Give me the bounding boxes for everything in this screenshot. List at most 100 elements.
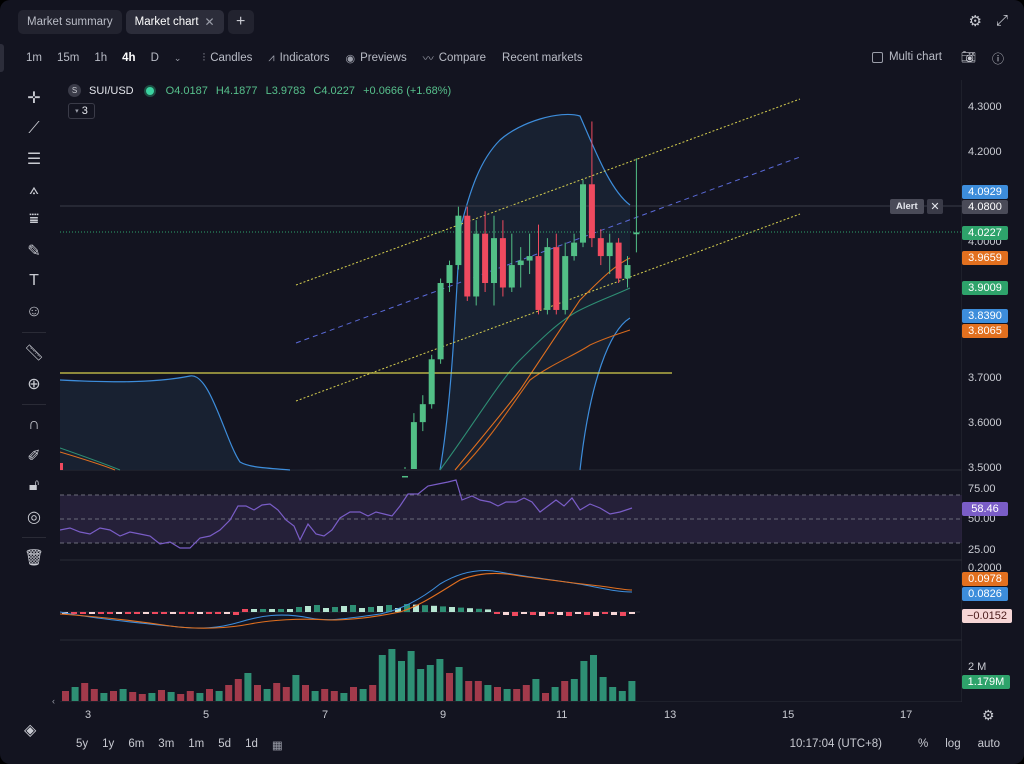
tab-market-chart[interactable]: Market chart ✕ [125, 10, 224, 34]
macd-histogram-bar [215, 612, 221, 614]
drawing-tools: ✛ ⟋ ☰ ⟑ ⩸ ✎ T ☺ 📏︎ ⊕ ∩ ✐ 🔓︎ ◎ 🗑︎ [18, 84, 50, 575]
trash-icon[interactable]: 🗑︎ [23, 550, 45, 567]
price-chart[interactable] [60, 80, 962, 702]
macd-histogram-bar [116, 612, 122, 614]
macd-signal-line [60, 572, 633, 629]
macd-histogram-bar [80, 612, 86, 614]
close-icon[interactable]: ✕ [204, 15, 215, 29]
indicators-button[interactable]: ⩘ Indicators [268, 52, 329, 65]
calendar-icon[interactable]: ▦ [271, 740, 283, 752]
volume-bar [311, 691, 319, 701]
macd-histogram-bar [485, 609, 491, 612]
compare-button[interactable]: 〰 Compare [423, 50, 486, 66]
range-3m[interactable]: 3m [158, 738, 175, 750]
expand-icon[interactable]: ⤢ [995, 12, 1008, 29]
tool-divider [22, 537, 46, 538]
volume-bar [177, 694, 185, 701]
previews-button[interactable]: ◉ Previews [345, 52, 406, 65]
macd-value-tag: 0.0826 [962, 587, 1008, 601]
horizontal-lines-icon[interactable]: ☰ [26, 151, 42, 168]
range-1m[interactable]: 1m [188, 738, 205, 750]
timeframe-1h[interactable]: 1h [94, 52, 108, 64]
candles-button[interactable]: ⫶ Candles [202, 52, 252, 65]
volume-bar [407, 651, 415, 701]
candle-body [597, 238, 604, 257]
pencil-lock-icon[interactable]: ✐ [27, 447, 41, 465]
timeframe-dropdown[interactable]: ⌄ [174, 52, 182, 64]
camera-icon[interactable]: 📷︎ [960, 50, 976, 64]
volume-bar [426, 665, 434, 701]
ruler-icon[interactable]: 📏︎ [23, 345, 45, 362]
volume-bar [234, 679, 242, 701]
volume-bar [282, 687, 290, 701]
percent-scale-toggle[interactable]: % [918, 738, 929, 750]
visibility-icon[interactable]: ◎ [27, 508, 41, 526]
range-selector: 5y 1y 6m 3m 1m 5d 1d ▦ [76, 738, 283, 752]
pattern-icon[interactable]: ⟑ [29, 180, 39, 198]
help-icon[interactable]: ⓘ [991, 52, 1004, 66]
tab-market-summary[interactable]: Market summary [18, 10, 122, 34]
text-icon[interactable]: T [29, 272, 39, 289]
left-accent [0, 44, 4, 72]
macd-histogram-bar [260, 609, 266, 612]
crosshair-icon[interactable]: ✛ [27, 90, 41, 107]
timeframe-15m[interactable]: 15m [56, 52, 80, 64]
lock-icon[interactable]: 🔓︎ [28, 477, 40, 494]
log-scale-toggle[interactable]: log [945, 738, 961, 750]
volume-bar [378, 655, 386, 701]
multi-chart-label: Multi chart [888, 51, 942, 63]
range-5d[interactable]: 5d [218, 738, 232, 750]
brush-icon[interactable]: ✎ [27, 242, 41, 260]
auto-scale-toggle[interactable]: auto [977, 738, 1000, 750]
candle-body [508, 265, 515, 288]
volume-bar [542, 693, 549, 701]
timeframe-1m[interactable]: 1m [26, 52, 42, 64]
gear-icon[interactable]: ⚙ [982, 707, 995, 723]
macd-histogram-bar [431, 605, 437, 612]
fib-retracement-icon[interactable]: ⩸ [29, 211, 39, 228]
trend-line-icon[interactable]: ⟋ [28, 119, 40, 137]
macd-histogram-bar [368, 607, 374, 612]
recent-markets-button[interactable]: Recent markets [502, 52, 583, 64]
candle-body [437, 283, 444, 360]
macd-histogram-bar [440, 606, 446, 612]
candle-body [580, 184, 586, 243]
range-6m[interactable]: 6m [128, 738, 145, 750]
volume-bar [71, 687, 79, 701]
layers-icon[interactable]: ◈ [24, 722, 37, 739]
range-5y[interactable]: 5y [76, 738, 89, 750]
range-1y[interactable]: 1y [102, 738, 115, 750]
indicator-count-toggle[interactable]: ▾ 3 [68, 103, 95, 119]
chevron-left-icon[interactable]: ‹ [52, 696, 55, 706]
macd-histogram-bar [386, 605, 392, 612]
add-tab-button[interactable]: + [227, 10, 254, 34]
range-1d[interactable]: 1d [245, 738, 258, 750]
volume-bar [388, 649, 396, 701]
magnet-icon[interactable]: ∩ [28, 416, 40, 433]
compare-label: Compare [438, 52, 487, 64]
emoji-icon[interactable]: ☺ [25, 302, 43, 320]
close-icon[interactable]: ✕ [927, 199, 943, 214]
time-axis-label: 5 [203, 709, 210, 721]
alert-button[interactable]: Alert [890, 199, 924, 214]
multi-chart-checkbox[interactable] [871, 51, 883, 63]
volume-bar [129, 692, 137, 701]
macd-histogram-bar [179, 612, 185, 614]
tab-label: Market summary [27, 16, 113, 28]
ema-fast-line [454, 257, 631, 471]
macd-histogram-tag: −0.0152 [962, 609, 1012, 623]
candle-body [464, 215, 471, 297]
rsi-line [60, 479, 633, 549]
candle-body [402, 475, 408, 478]
timeframe-d[interactable]: D [150, 52, 159, 64]
rsi-value-tag: 58.46 [962, 502, 1008, 516]
symbol-label[interactable]: SUI/USD [89, 84, 134, 97]
zoom-icon[interactable]: ⊕ [27, 375, 41, 393]
gear-icon[interactable]: ⚙ [968, 13, 982, 30]
multi-chart-toggle[interactable]: Multi chart [871, 51, 942, 63]
macd-histogram-bar [593, 612, 599, 616]
macd-histogram-bar [125, 612, 131, 614]
volume-bar [215, 691, 223, 701]
timeframe-4h[interactable]: 4h [122, 52, 136, 64]
macd-histogram-bar [107, 612, 113, 614]
